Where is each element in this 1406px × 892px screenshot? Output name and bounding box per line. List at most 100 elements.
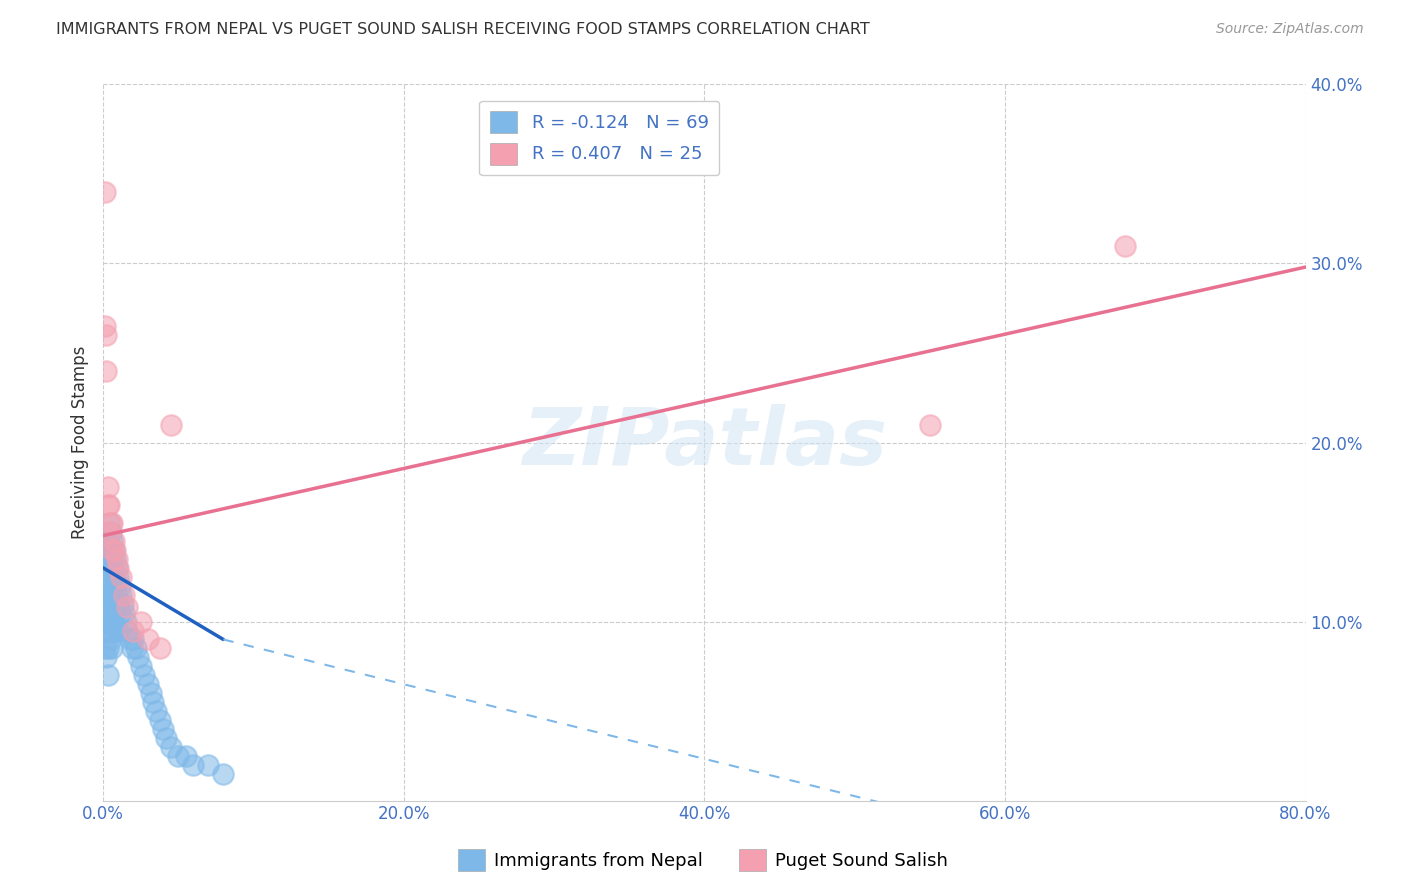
Point — [93, 588, 115, 602]
Point — [127, 650, 149, 665]
Point — [174, 748, 197, 763]
Point — [93, 615, 115, 629]
Point — [105, 552, 128, 566]
Point — [94, 597, 117, 611]
Point — [107, 624, 129, 638]
Point — [100, 606, 122, 620]
Point — [105, 588, 128, 602]
Point — [100, 516, 122, 530]
Point — [125, 641, 148, 656]
Point — [101, 641, 124, 656]
Text: ZIPatlas: ZIPatlas — [522, 403, 887, 482]
Point — [108, 606, 131, 620]
Point — [97, 668, 120, 682]
Point — [93, 319, 115, 334]
Point — [122, 632, 145, 647]
Point — [1114, 238, 1136, 252]
Point — [105, 561, 128, 575]
Point — [142, 695, 165, 709]
Point — [110, 588, 132, 602]
Point — [115, 624, 138, 638]
Point — [100, 632, 122, 647]
Point — [132, 668, 155, 682]
Point — [110, 570, 132, 584]
Point — [155, 731, 177, 745]
Point — [93, 641, 115, 656]
Point — [212, 766, 235, 780]
Point — [94, 624, 117, 638]
Point — [97, 480, 120, 494]
Point — [121, 641, 143, 656]
Point — [100, 552, 122, 566]
Text: IMMIGRANTS FROM NEPAL VS PUGET SOUND SALISH RECEIVING FOOD STAMPS CORRELATION CH: IMMIGRANTS FROM NEPAL VS PUGET SOUND SAL… — [56, 22, 870, 37]
Point — [149, 713, 172, 727]
Point — [120, 632, 142, 647]
Point — [101, 615, 124, 629]
Point — [98, 570, 121, 584]
Point — [103, 624, 125, 638]
Point — [136, 677, 159, 691]
Point — [136, 632, 159, 647]
Point — [114, 615, 136, 629]
Point — [100, 524, 122, 539]
Point — [93, 185, 115, 199]
Point — [98, 543, 121, 558]
Point — [149, 641, 172, 656]
Point — [97, 498, 120, 512]
Point — [101, 516, 124, 530]
Point — [94, 650, 117, 665]
Point — [197, 757, 219, 772]
Point — [97, 641, 120, 656]
Point — [97, 534, 120, 549]
Point — [97, 561, 120, 575]
Point — [94, 570, 117, 584]
Point — [112, 606, 135, 620]
Point — [104, 579, 127, 593]
Point — [111, 597, 134, 611]
Point — [93, 561, 115, 575]
Point — [94, 364, 117, 378]
Point — [100, 579, 122, 593]
Point — [112, 588, 135, 602]
Point — [108, 579, 131, 593]
Point — [101, 534, 124, 549]
Point — [94, 543, 117, 558]
Point — [98, 524, 121, 539]
Point — [145, 704, 167, 718]
Point — [107, 561, 129, 575]
Point — [97, 615, 120, 629]
Point — [97, 588, 120, 602]
Point — [103, 597, 125, 611]
Point — [107, 570, 129, 584]
Point — [98, 597, 121, 611]
Legend: Immigrants from Nepal, Puget Sound Salish: Immigrants from Nepal, Puget Sound Salis… — [451, 842, 955, 879]
Point — [159, 417, 181, 432]
Point — [98, 498, 121, 512]
Point — [122, 624, 145, 638]
Point — [101, 543, 124, 558]
Point — [152, 722, 174, 736]
Point — [101, 561, 124, 575]
Point — [104, 543, 127, 558]
Point — [167, 748, 190, 763]
Point — [103, 534, 125, 549]
Point — [918, 417, 941, 432]
Legend: R = -0.124   N = 69, R = 0.407   N = 25: R = -0.124 N = 69, R = 0.407 N = 25 — [479, 101, 720, 176]
Point — [98, 624, 121, 638]
Text: Source: ZipAtlas.com: Source: ZipAtlas.com — [1216, 22, 1364, 37]
Point — [104, 552, 127, 566]
Point — [129, 615, 152, 629]
Y-axis label: Receiving Food Stamps: Receiving Food Stamps — [72, 346, 89, 540]
Point — [115, 600, 138, 615]
Point — [129, 659, 152, 673]
Point — [103, 570, 125, 584]
Point — [181, 757, 204, 772]
Point — [107, 597, 129, 611]
Point — [101, 588, 124, 602]
Point — [98, 516, 121, 530]
Point — [103, 543, 125, 558]
Point — [104, 606, 127, 620]
Point — [159, 739, 181, 754]
Point — [141, 686, 163, 700]
Point — [94, 328, 117, 343]
